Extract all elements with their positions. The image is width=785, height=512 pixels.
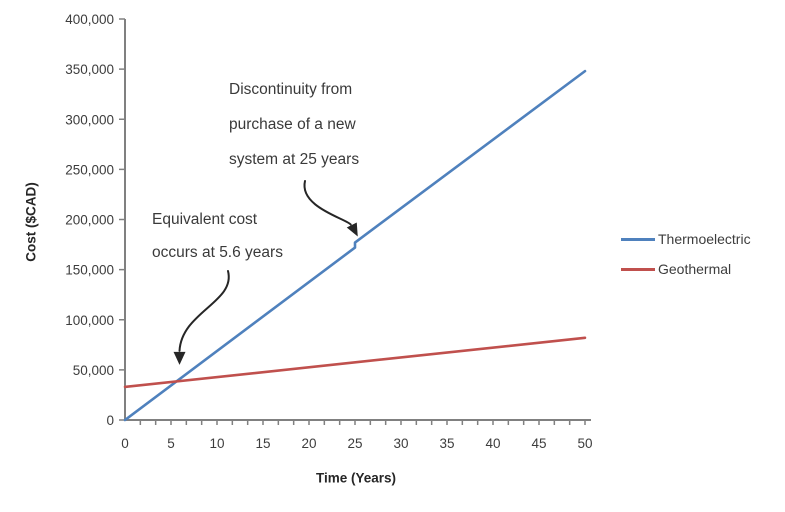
y-tick-label: 50,000 (73, 363, 114, 378)
annotation-line: purchase of a new (229, 116, 356, 133)
legend-label: Thermoelectric (658, 231, 751, 247)
annotation-line: occurs at 5.6 years (152, 244, 283, 261)
y-tick-label: 150,000 (65, 263, 114, 278)
legend-label: Geothermal (658, 261, 732, 277)
x-axis-title: Time (Years) (315, 470, 397, 486)
y-tick-label: 0 (106, 413, 114, 428)
annotation-line: system at 25 years (229, 151, 360, 168)
annotation-line: Equivalent cost (152, 211, 258, 228)
y-tick-label: 250,000 (65, 162, 114, 177)
x-tick-label: 40 (485, 436, 500, 451)
x-tick-label: 15 (255, 436, 270, 451)
x-tick-label: 5 (167, 436, 175, 451)
x-tick-label: 25 (347, 436, 362, 451)
x-tick-label: 35 (439, 436, 454, 451)
y-tick-label: 200,000 (65, 213, 114, 228)
annotation-discontinuity: Discontinuity from purchase of a new sys… (229, 72, 359, 177)
x-tick-label: 10 (209, 436, 224, 451)
x-tick-label: 45 (531, 436, 546, 451)
y-tick-label: 100,000 (65, 313, 114, 328)
geothermal-line (123, 336, 587, 389)
x-tick-label: 0 (121, 436, 129, 451)
y-tick-label: 400,000 (65, 12, 114, 27)
legend: Thermoelectric Geothermal (621, 224, 751, 284)
thermoelectric-line-swatch (621, 237, 655, 241)
x-tick-label: 50 (577, 436, 592, 451)
x-tick-label: 30 (393, 436, 408, 451)
geothermal-line-swatch (621, 267, 655, 271)
discontinuity-arrow (303, 180, 352, 226)
annotation-line: Discontinuity from (229, 81, 353, 98)
equivalent-cost-arrowhead (173, 351, 186, 365)
y-axis-title: Cost ($CAD) (23, 182, 39, 262)
legend-item-thermoelectric: Thermoelectric (621, 224, 751, 254)
discontinuity-arrowhead (346, 222, 358, 237)
annotation-equivalent-cost: Equivalent cost occurs at 5.6 years (152, 203, 283, 269)
x-tick-label: 20 (301, 436, 316, 451)
legend-item-geothermal: Geothermal (621, 254, 751, 284)
thermoelectric-line (123, 69, 587, 422)
y-tick-label: 300,000 (65, 112, 114, 127)
equivalent-cost-arrow (178, 270, 230, 352)
y-tick-label: 350,000 (65, 62, 114, 77)
